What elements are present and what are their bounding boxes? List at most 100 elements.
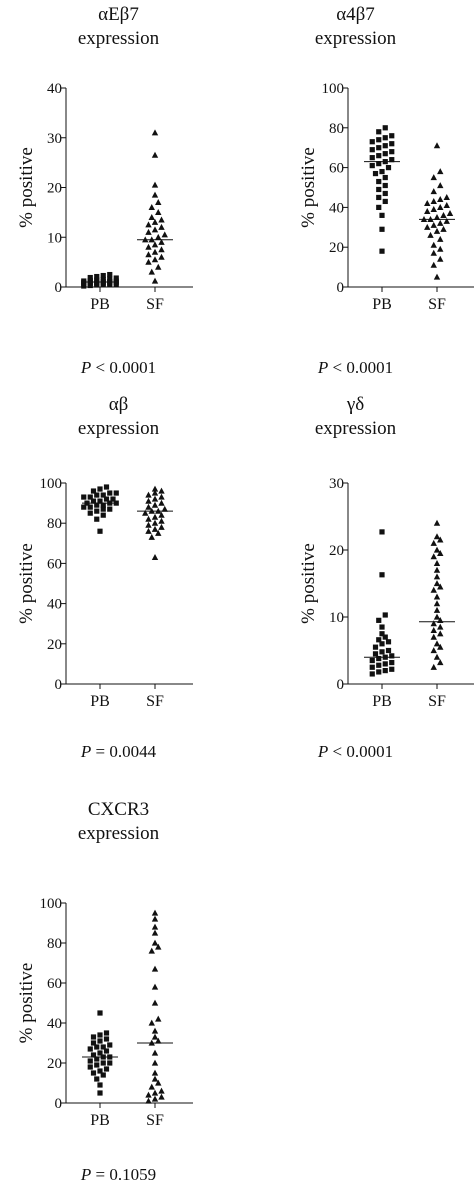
data-point-square xyxy=(372,651,379,657)
data-point-triangle xyxy=(427,231,434,238)
p-value: < 0.0001 xyxy=(332,742,394,761)
data-point-triangle xyxy=(151,999,159,1006)
data-point-square xyxy=(94,502,100,508)
data-point-triangle xyxy=(145,251,152,258)
data-point-triangle xyxy=(145,503,152,510)
data-point-square xyxy=(389,141,395,147)
data-point-triangle xyxy=(443,194,450,201)
data-point-square xyxy=(110,496,116,502)
data-point-triangle xyxy=(433,580,441,587)
data-point-square xyxy=(94,516,100,522)
data-point-square xyxy=(81,278,87,284)
data-point-square xyxy=(103,1030,110,1036)
data-point-square xyxy=(372,644,379,650)
data-point-square xyxy=(369,664,375,670)
data-point-square xyxy=(376,655,382,662)
data-point-square xyxy=(379,624,385,630)
data-point-triangle xyxy=(155,1037,162,1044)
data-point-square xyxy=(376,161,382,167)
data-point-triangle xyxy=(148,533,155,540)
data-point-square xyxy=(376,662,382,668)
data-point-triangle xyxy=(437,659,444,666)
data-point-triangle xyxy=(430,221,437,228)
data-point-triangle xyxy=(433,227,441,234)
data-point-square xyxy=(94,508,100,514)
data-point-triangle xyxy=(430,620,437,627)
x-tick-label: SF xyxy=(146,1112,164,1129)
p-value: = 0.1059 xyxy=(95,1165,157,1184)
chart-title: αEβ7 xyxy=(98,4,139,25)
y-tick-label: 30 xyxy=(329,476,344,492)
data-point-square xyxy=(97,1032,103,1038)
data-point-square xyxy=(103,1048,110,1054)
data-point-square xyxy=(379,641,385,647)
data-point-triangle xyxy=(151,909,159,916)
y-tick-label: 60 xyxy=(47,556,62,572)
data-point-square xyxy=(372,170,379,177)
x-tick-label: SF xyxy=(428,296,446,313)
y-tick-label: 40 xyxy=(47,597,62,613)
data-point-triangle xyxy=(437,630,444,637)
p-value-label: P < 0.0001 xyxy=(237,358,474,378)
data-point-triangle xyxy=(443,217,450,224)
data-point-square xyxy=(87,510,93,516)
y-tick-label: 0 xyxy=(55,1096,63,1112)
data-point-triangle xyxy=(433,213,441,220)
data-point-triangle xyxy=(158,216,165,223)
data-point-triangle xyxy=(155,263,162,270)
data-point-triangle xyxy=(155,1079,162,1086)
data-point-triangle xyxy=(148,204,155,210)
data-point-triangle xyxy=(151,1059,159,1066)
data-point-triangle xyxy=(145,527,152,534)
y-tick-label: 10 xyxy=(47,230,62,246)
data-point-triangle xyxy=(155,199,162,206)
data-point-triangle xyxy=(155,233,162,240)
data-point-square xyxy=(369,163,375,169)
p-value: < 0.0001 xyxy=(95,358,157,377)
data-point-square xyxy=(97,1068,103,1074)
data-point-square xyxy=(97,528,103,534)
data-point-triangle xyxy=(145,521,152,528)
chart-panel-1: αEβ7 expression 0 10 20 30 40% positive PB SF … xyxy=(0,0,237,395)
data-point-triangle xyxy=(151,1027,159,1034)
data-point-square xyxy=(94,273,100,280)
y-tick-label: 20 xyxy=(329,543,344,559)
data-point-square xyxy=(376,669,382,675)
data-point-triangle xyxy=(151,965,159,972)
p-value-label: P < 0.0001 xyxy=(237,742,474,762)
p-value-label: P = 0.0044 xyxy=(0,742,237,762)
data-point-triangle xyxy=(151,501,159,508)
data-point-triangle xyxy=(430,627,437,633)
y-axis-label: % positive xyxy=(298,543,319,624)
data-point-triangle xyxy=(158,238,165,245)
y-tick-label: 0 xyxy=(337,280,345,296)
data-point-triangle xyxy=(151,553,159,560)
data-point-square xyxy=(107,1042,113,1048)
y-tick-label: 40 xyxy=(47,81,62,97)
chart-panel-4: γδ expression 0 10 20 30 % positive PB SF P < … xyxy=(237,390,474,785)
data-point-triangle xyxy=(145,228,152,235)
data-point-triangle xyxy=(433,519,441,526)
data-point-square xyxy=(379,226,385,232)
data-point-triangle xyxy=(433,640,441,647)
data-point-triangle xyxy=(424,223,431,230)
chart-title: γδ xyxy=(346,394,365,415)
data-point-square xyxy=(97,1010,103,1016)
data-point-square xyxy=(94,1076,100,1082)
data-point-triangle xyxy=(437,255,444,262)
chart-subtitle: expression xyxy=(77,823,160,844)
data-point-triangle xyxy=(433,653,441,660)
y-axis-label: % positive xyxy=(16,963,37,1044)
data-point-square xyxy=(376,145,382,151)
data-point-triangle xyxy=(437,623,444,630)
y-tick-label: 20 xyxy=(47,181,62,197)
p-symbol: P xyxy=(80,742,92,761)
data-point-square xyxy=(81,504,87,510)
data-point-square xyxy=(369,139,375,145)
chart-panel-5: CXCR3 expression 0 20 40 60 80 100 % positive P… xyxy=(0,795,237,1190)
data-point-square xyxy=(87,277,93,284)
data-point-square xyxy=(376,617,382,623)
data-point-square xyxy=(87,504,93,510)
y-tick-label: 100 xyxy=(322,81,345,97)
data-point-square xyxy=(97,1050,103,1056)
